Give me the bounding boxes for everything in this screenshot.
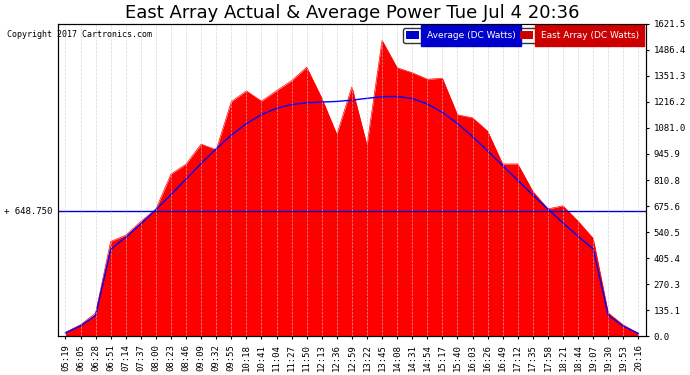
Text: Copyright 2017 Cartronics.com: Copyright 2017 Cartronics.com [7,30,152,39]
Text: + 648.750: + 648.750 [3,207,52,216]
Legend: Average (DC Watts), East Array (DC Watts): Average (DC Watts), East Array (DC Watts… [403,28,642,43]
Title: East Array Actual & Average Power Tue Jul 4 20:36: East Array Actual & Average Power Tue Ju… [125,4,579,22]
